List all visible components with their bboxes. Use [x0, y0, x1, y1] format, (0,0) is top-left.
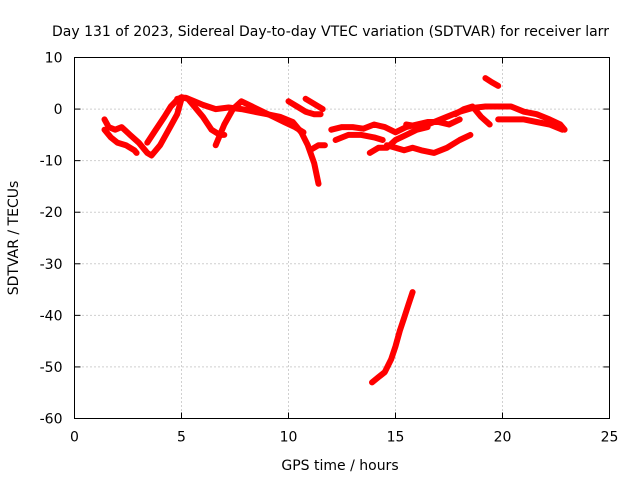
y-tick-label: -60 [40, 412, 63, 428]
series-line-arc-1 [101, 126, 140, 156]
y-tick-label: 0 [54, 102, 63, 118]
x-tick-label: 20 [494, 430, 512, 446]
series-line-arc-11 [366, 124, 431, 156]
series-line-arc-10 [332, 131, 386, 143]
ticks-layer: 10 0 -10 -20 -30 -40 -50 -60 0 5 10 15 20 25 [40, 51, 619, 446]
series-line-arc-5 [212, 98, 307, 149]
x-tick-label: 15 [387, 430, 405, 446]
y-tick-label: -30 [40, 257, 63, 273]
x-tick-label: 0 [70, 430, 79, 446]
y-tick-label: -40 [40, 308, 63, 324]
series-line-arc-16 [495, 116, 566, 133]
series-line-arc-13 [403, 103, 568, 133]
series-layer [101, 75, 568, 386]
plot-frame [74, 57, 610, 419]
y-tick-label: -50 [40, 360, 63, 376]
series-line-arc-7 [302, 95, 326, 113]
y-axis-label: SDTVAR / TECUs [6, 181, 22, 296]
series-line-arc-15 [482, 75, 502, 89]
series-line-arc-2 [101, 95, 185, 159]
series-line-arc-6 [285, 98, 324, 118]
x-tick-label: 25 [601, 430, 619, 446]
series-line-arc-4 [174, 94, 322, 187]
x-tick-label: 5 [177, 430, 186, 446]
series-line-arc-12 [383, 131, 474, 156]
y-tick-label: -20 [40, 205, 63, 221]
x-tick-label: 10 [280, 430, 298, 446]
series-line-arc-14 [452, 103, 493, 128]
y-tick-label: 10 [45, 51, 63, 67]
y-tick-label: -10 [40, 154, 63, 170]
chart-title: Day 131 of 2023, Sidereal Day-to-day VTE… [52, 24, 609, 40]
series-line-arc-8 [306, 142, 328, 154]
series-line-arc-17 [369, 289, 416, 386]
x-axis-label: GPS time / hours [281, 458, 398, 474]
